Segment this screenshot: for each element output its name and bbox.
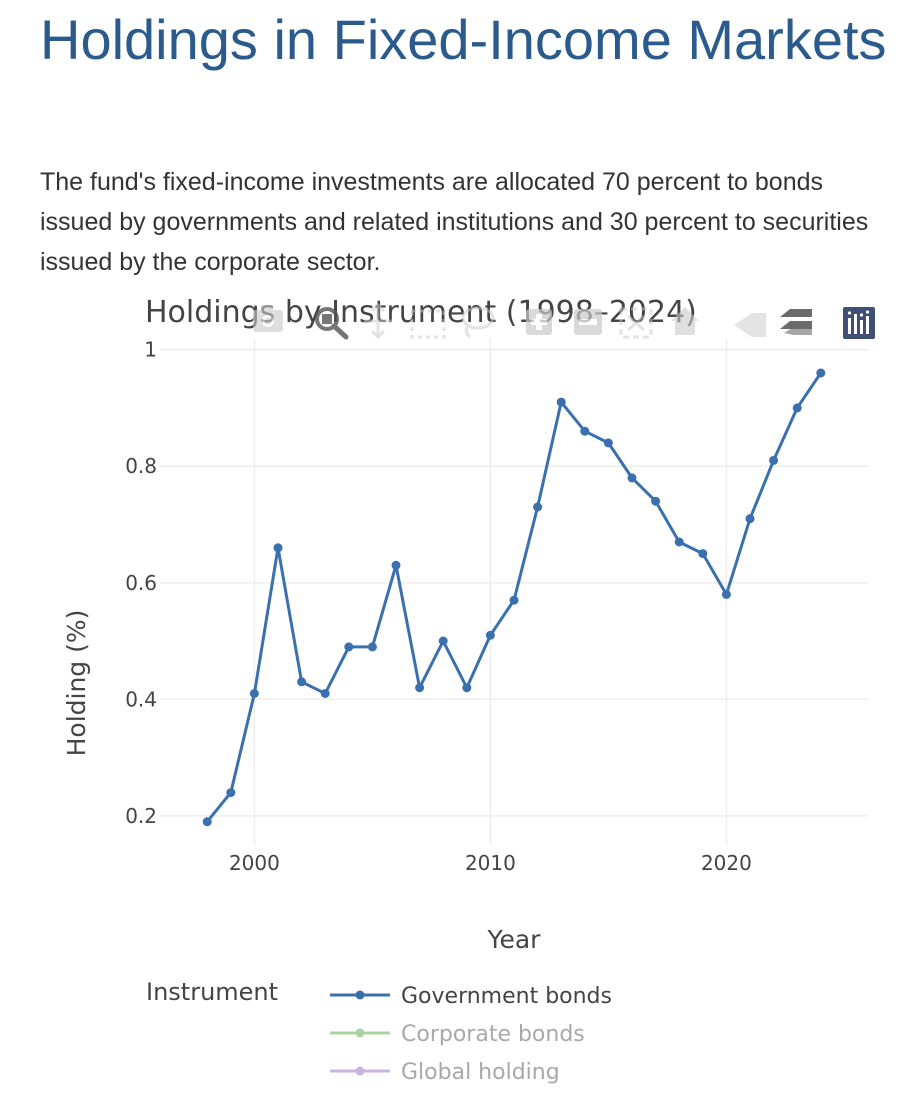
data-point[interactable] [438,636,448,646]
data-point[interactable] [533,502,543,512]
plotly-logo-icon[interactable] [843,307,875,339]
data-point[interactable] [415,683,425,693]
data-point[interactable] [674,537,684,547]
data-point[interactable] [627,473,637,483]
spike-lines-icon[interactable] [734,313,766,337]
data-point[interactable] [816,368,826,378]
data-point[interactable] [344,642,354,652]
data-point[interactable] [462,683,472,693]
legend-title: Instrument [146,978,278,1006]
chart-legend: Government bonds Corporate bonds Global ho… [330,984,612,1085]
legend-label: Corporate bonds [401,1022,585,1047]
y-axis-label: Holding (%) [62,610,91,757]
reset-axes-icon[interactable] [671,307,699,335]
chart-series [202,368,826,827]
zoom-in-icon[interactable] [526,309,552,335]
lasso-icon[interactable] [461,306,495,339]
data-point[interactable] [273,543,283,553]
data-point[interactable] [485,630,495,640]
x-tick-label: 2010 [465,851,516,875]
data-point[interactable] [769,455,779,465]
legend-swatch-marker [355,1028,365,1038]
legend-item[interactable]: Corporate bonds [330,1022,585,1047]
data-point[interactable] [792,403,802,413]
data-point[interactable] [320,689,330,698]
legend-label: Global holding [401,1060,560,1085]
data-point[interactable] [651,496,661,506]
legend-item[interactable]: Government bonds [330,984,612,1009]
chart-modebar [253,302,875,340]
x-tick-label: 2020 [701,851,752,875]
y-tick-label: 0.6 [125,571,157,595]
y-tick-label: 0.4 [125,687,157,711]
line-chart[interactable]: 0.20.40.60.81 2000 2010 2020 Holdings by I… [0,285,924,1094]
legend-label: Government bonds [401,984,612,1009]
data-point[interactable] [249,689,259,698]
data-point[interactable] [721,589,731,599]
zoom-icon[interactable] [315,307,349,340]
y-tick-label: 0.2 [125,804,157,828]
data-point[interactable] [391,560,401,570]
data-point[interactable] [556,397,566,407]
chart-grid [160,338,868,845]
data-point[interactable] [580,426,590,436]
legend-item[interactable]: Global holding [330,1060,560,1085]
data-point[interactable] [297,677,307,687]
y-axis-ticks: 0.2 0.4 0.6 0.8 1 [125,338,157,828]
x-tick-label: 2000 [229,851,280,875]
data-point[interactable] [202,817,212,827]
data-point[interactable] [509,595,519,605]
autoscale-icon[interactable] [619,307,653,339]
y-tick-label: 1 [144,338,157,362]
data-point[interactable] [603,438,613,448]
legend-swatch-marker [355,1066,365,1076]
camera-icon[interactable] [253,305,283,332]
box-select-icon[interactable] [410,309,446,339]
legend-swatch-marker [355,990,365,1000]
data-point[interactable] [698,549,708,559]
x-axis-label: Year [487,925,542,954]
pan-icon[interactable] [364,302,392,340]
data-point[interactable] [367,642,377,652]
y-tick-label: 0.8 [125,454,157,478]
data-point[interactable] [745,514,755,524]
data-point[interactable] [226,788,236,798]
page-heading: Holdings in Fixed-Income Markets [40,8,887,71]
hover-compare-icon[interactable] [780,309,812,335]
page-lead-paragraph: The fund's fixed-income investments are … [40,168,869,276]
x-axis-ticks: 2000 2010 2020 [229,851,752,875]
zoom-out-icon[interactable] [574,309,602,335]
